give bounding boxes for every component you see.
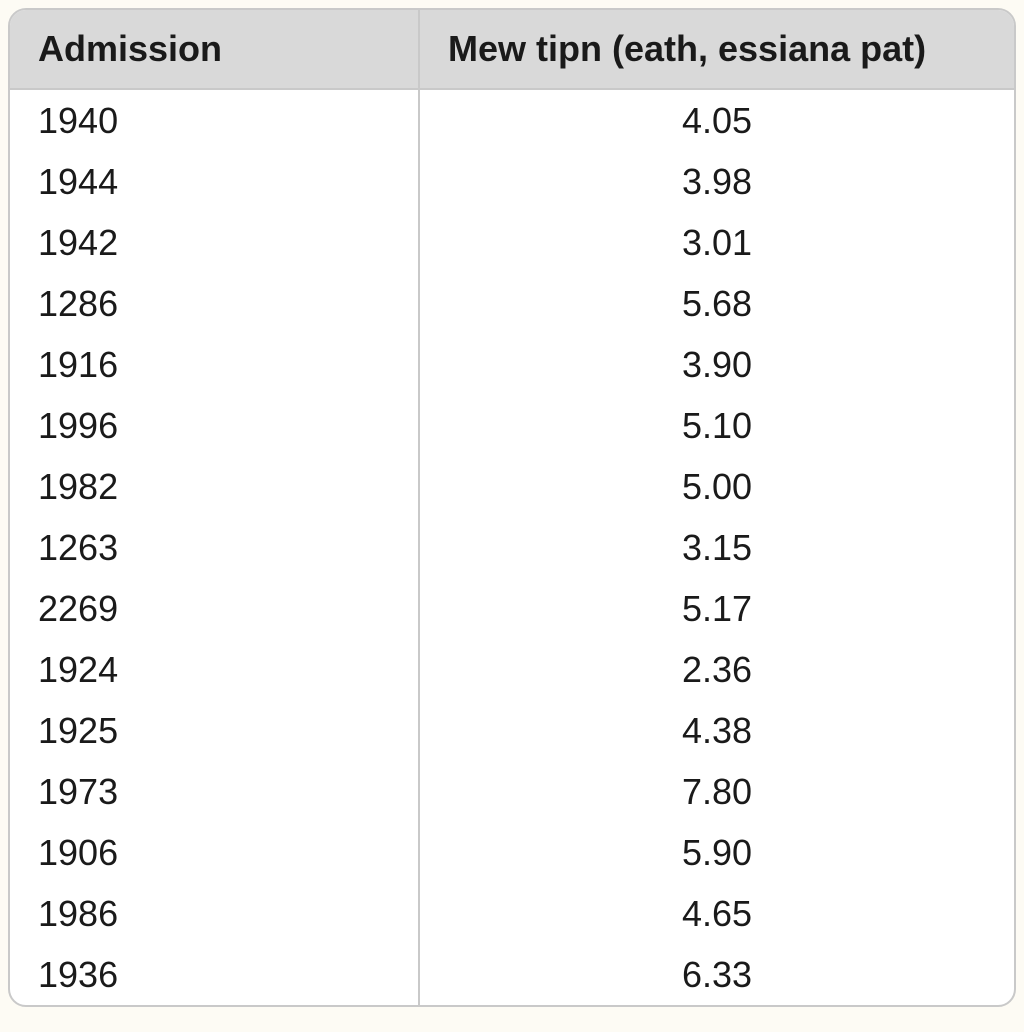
- cell-value: 2.36: [420, 639, 1014, 700]
- column-header-admission: Admission: [10, 10, 420, 88]
- cell-value: 3.15: [420, 517, 1014, 578]
- cell-admission: 1916: [10, 334, 420, 395]
- cell-value: 4.38: [420, 700, 1014, 761]
- cell-admission: 1944: [10, 151, 420, 212]
- cell-value: 5.90: [420, 822, 1014, 883]
- cell-admission: 1906: [10, 822, 420, 883]
- cell-admission: 1936: [10, 944, 420, 1005]
- cell-admission: 1982: [10, 456, 420, 517]
- table-row: 1916 3.90: [10, 334, 1014, 395]
- cell-value: 4.05: [420, 90, 1014, 151]
- table-row: 1286 5.68: [10, 273, 1014, 334]
- cell-value: 5.68: [420, 273, 1014, 334]
- cell-admission: 1996: [10, 395, 420, 456]
- table-row: 1924 2.36: [10, 639, 1014, 700]
- cell-admission: 1925: [10, 700, 420, 761]
- table-row: 1942 3.01: [10, 212, 1014, 273]
- column-header-value: Mew tipn (eath, essiana pat): [420, 10, 1014, 88]
- cell-value: 7.80: [420, 761, 1014, 822]
- table-row: 1986 4.65: [10, 883, 1014, 944]
- cell-value: 4.65: [420, 883, 1014, 944]
- table-row: 1906 5.90: [10, 822, 1014, 883]
- table-row: 1944 3.98: [10, 151, 1014, 212]
- table-row: 1940 4.05: [10, 90, 1014, 151]
- cell-value: 5.10: [420, 395, 1014, 456]
- table-body: 1940 4.05 1944 3.98 1942 3.01 1286 5.68 …: [10, 90, 1014, 1005]
- table-row: 1925 4.38: [10, 700, 1014, 761]
- table-row: 1996 5.10: [10, 395, 1014, 456]
- table-header-row: Admission Mew tipn (eath, essiana pat): [10, 10, 1014, 90]
- cell-value: 5.00: [420, 456, 1014, 517]
- cell-admission: 1940: [10, 90, 420, 151]
- cell-value: 3.98: [420, 151, 1014, 212]
- table-row: 1973 7.80: [10, 761, 1014, 822]
- cell-admission: 1286: [10, 273, 420, 334]
- table-row: 2269 5.17: [10, 578, 1014, 639]
- cell-value: 5.17: [420, 578, 1014, 639]
- cell-admission: 1973: [10, 761, 420, 822]
- data-table: Admission Mew tipn (eath, essiana pat) 1…: [8, 8, 1016, 1007]
- cell-admission: 2269: [10, 578, 420, 639]
- cell-admission: 1986: [10, 883, 420, 944]
- cell-admission: 1924: [10, 639, 420, 700]
- table-row: 1263 3.15: [10, 517, 1014, 578]
- cell-value: 3.01: [420, 212, 1014, 273]
- cell-admission: 1263: [10, 517, 420, 578]
- cell-value: 3.90: [420, 334, 1014, 395]
- cell-value: 6.33: [420, 944, 1014, 1005]
- table-row: 1936 6.33: [10, 944, 1014, 1005]
- table-row: 1982 5.00: [10, 456, 1014, 517]
- cell-admission: 1942: [10, 212, 420, 273]
